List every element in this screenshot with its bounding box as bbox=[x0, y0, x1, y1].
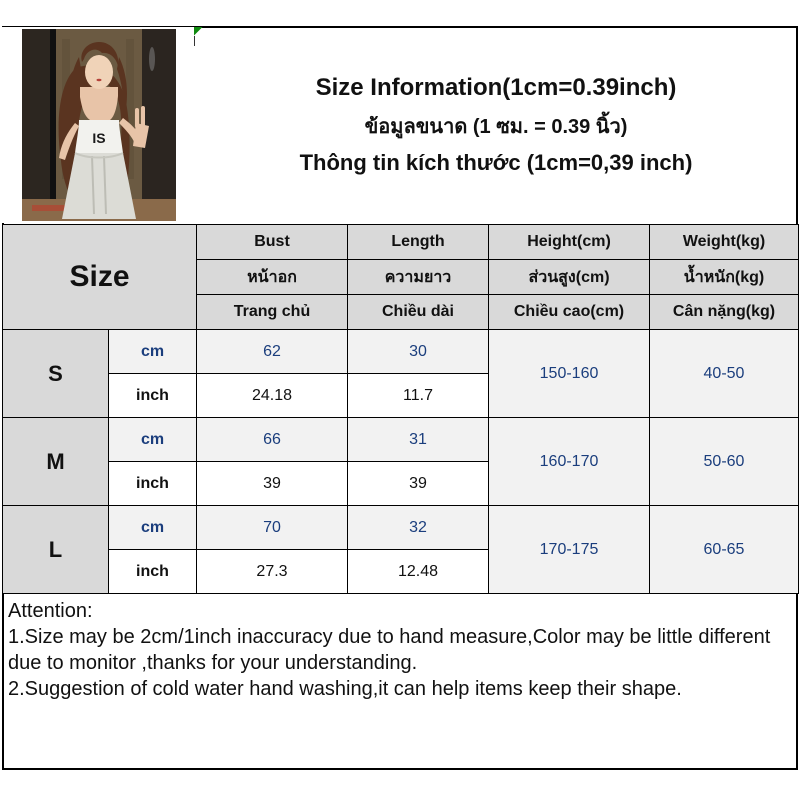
svg-text:IS: IS bbox=[92, 130, 105, 146]
